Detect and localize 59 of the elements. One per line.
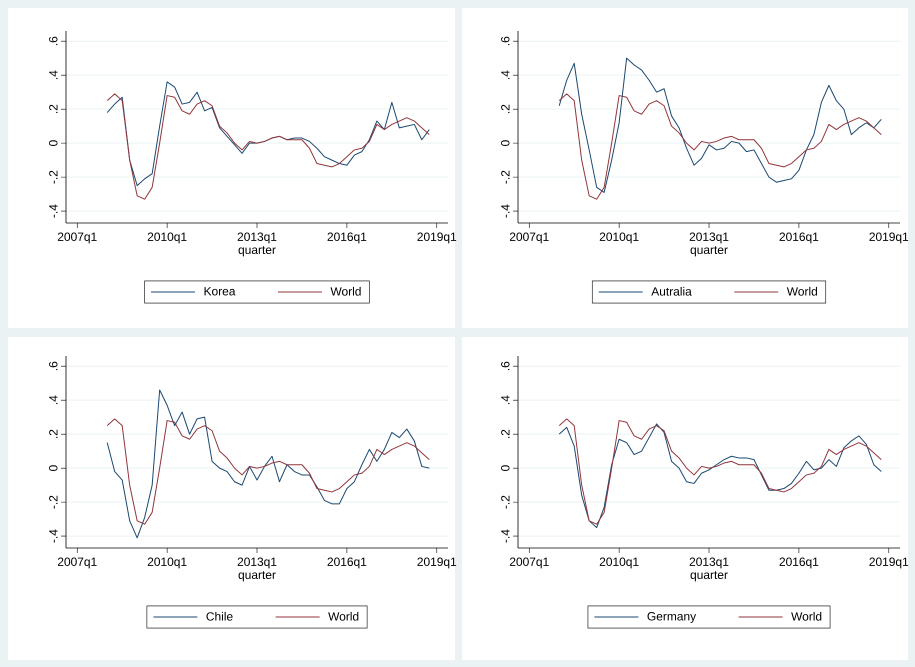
x-axis-title: quarter <box>238 571 276 582</box>
x-tick-label: 2013q1 <box>690 232 728 244</box>
x-tick-label: 2019q1 <box>417 558 456 568</box>
y-tick-label: -.2 <box>49 170 58 184</box>
x-tick-label: 2016q1 <box>780 558 818 568</box>
y-tick-label: .2 <box>49 430 58 438</box>
x-tick-label: 2010q1 <box>148 232 186 244</box>
y-tick-label: 0 <box>49 465 58 471</box>
y-tick-label: -.2 <box>501 496 510 509</box>
x-tick-label: 2010q1 <box>148 558 186 568</box>
x-tick-label: 2007q1 <box>58 558 97 568</box>
y-tick-label: 0 <box>49 140 58 146</box>
line-series <box>106 389 430 538</box>
x-tick-label: 2007q1 <box>510 558 549 568</box>
line-series <box>106 81 430 186</box>
x-tick-label: 2016q1 <box>328 232 366 244</box>
y-tick-label: .4 <box>501 396 510 404</box>
x-tick-label: 2013q1 <box>238 232 276 244</box>
y-tick-label: .4 <box>49 70 58 80</box>
x-tick-label: 2019q1 <box>869 232 908 244</box>
y-tick-label: -.4 <box>501 204 510 218</box>
y-tick-label: 0 <box>501 140 510 146</box>
legend-label: Autralia <box>651 286 692 296</box>
y-tick-label: -.4 <box>501 529 510 543</box>
y-tick-label: 0 <box>501 465 510 471</box>
y-tick-label: -.4 <box>49 204 58 218</box>
x-tick-label: 2007q1 <box>510 232 549 244</box>
y-tick-label: .4 <box>501 70 510 80</box>
y-tick-label: .2 <box>501 430 510 438</box>
legend-label: World <box>786 286 817 296</box>
y-tick-label: -.2 <box>501 170 510 184</box>
x-tick-label: 2019q1 <box>869 558 908 568</box>
y-tick-label: .2 <box>501 104 510 114</box>
y-tick-label: .6 <box>49 36 58 46</box>
y-tick-label: .6 <box>49 362 58 370</box>
x-tick-label: 2010q1 <box>600 558 638 568</box>
y-tick-label: .2 <box>49 104 58 114</box>
legend-label: World <box>330 286 361 296</box>
x-tick-label: 2019q1 <box>417 232 456 244</box>
y-tick-label: .6 <box>501 362 510 370</box>
legend-label: Chile <box>206 612 233 621</box>
legend-label: Germany <box>648 612 696 623</box>
x-tick-label: 2010q1 <box>600 232 638 244</box>
x-tick-label: 2007q1 <box>58 232 97 244</box>
x-tick-label: 2016q1 <box>780 232 818 244</box>
y-tick-label: .4 <box>49 396 58 404</box>
x-axis-title: quarter <box>238 246 276 256</box>
x-axis-title: quarter <box>690 571 728 582</box>
x-tick-label: 2013q1 <box>238 558 276 568</box>
y-tick-label: -.2 <box>49 496 58 509</box>
x-tick-label: 2013q1 <box>690 558 728 568</box>
legend-label: Korea <box>204 287 236 296</box>
x-axis-title: quarter <box>690 246 728 256</box>
legend-label: World <box>791 612 822 621</box>
x-tick-label: 2016q1 <box>328 558 366 568</box>
legend-label: World <box>328 612 358 621</box>
y-tick-label: .6 <box>501 36 510 46</box>
y-tick-label: -.4 <box>49 529 58 543</box>
line-series <box>558 58 882 193</box>
